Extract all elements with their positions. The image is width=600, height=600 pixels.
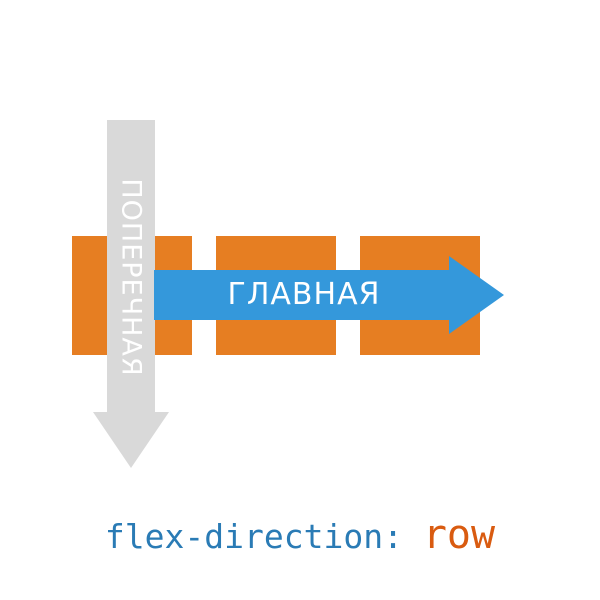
- cross-axis-label: ПОПЕРЕЧНАЯ: [115, 178, 147, 377]
- caption-property: flex-direction:: [104, 517, 423, 556]
- main-axis-label: ГЛАВНАЯ: [227, 277, 381, 312]
- main-axis-arrow-shape: [154, 256, 504, 334]
- cross-axis-label-wrapper: ПОПЕРЕЧНАЯ: [107, 178, 155, 377]
- cross-axis-arrow: [93, 120, 169, 468]
- cross-axis-arrow-shape: [93, 120, 169, 468]
- caption: flex-direction: row: [0, 510, 600, 562]
- caption-value: row: [422, 512, 496, 558]
- main-axis-arrow: [154, 256, 504, 334]
